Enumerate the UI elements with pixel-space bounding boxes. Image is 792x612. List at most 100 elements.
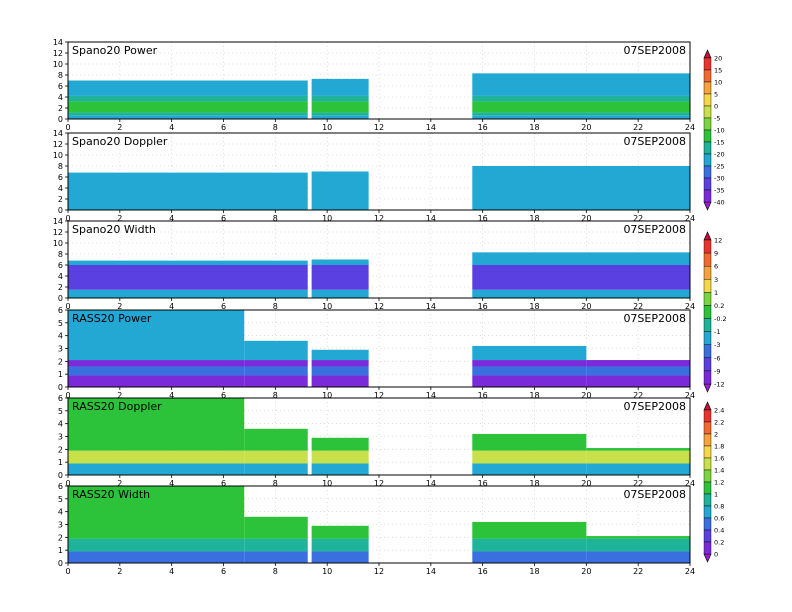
y-tick-label: 6 (58, 482, 63, 491)
data-band (472, 115, 690, 119)
colorbar-label: 5 (714, 91, 718, 99)
x-tick-label: 0 (65, 302, 70, 311)
data-band (68, 310, 245, 361)
data-band (586, 463, 690, 475)
colorbar-swatch (703, 239, 712, 254)
x-tick-label: 10 (322, 123, 332, 132)
y-tick-label: 12 (53, 228, 63, 237)
panel-date: 07SEP2008 (623, 312, 686, 325)
colorbar-cap (703, 49, 712, 59)
panel-title: RASS20 Width (72, 488, 150, 501)
x-tick-label: 4 (169, 214, 174, 223)
colorbar-swatch (703, 370, 712, 385)
colorbar-swatch (703, 541, 712, 555)
data-band (586, 366, 690, 376)
x-tick-label: 6 (221, 391, 226, 400)
y-tick-label: 4 (58, 184, 63, 193)
x-tick-label: 12 (374, 123, 384, 132)
x-tick-label: 0 (65, 479, 70, 488)
data-band (244, 450, 308, 464)
x-tick-label: 14 (426, 391, 436, 400)
data-band (68, 172, 308, 210)
colorbar-label: 1.6 (714, 455, 724, 463)
data-band (311, 450, 369, 464)
x-tick-label: 6 (221, 123, 226, 132)
x-tick-label: 18 (529, 567, 539, 576)
data-band (68, 265, 308, 290)
colorbar-swatch (703, 81, 712, 95)
panel-title: Spano20 Width (72, 223, 156, 236)
y-tick-label: 4 (58, 93, 63, 102)
data-band (68, 95, 308, 102)
x-tick-label: 2 (117, 123, 122, 132)
x-tick-label: 16 (478, 479, 488, 488)
x-tick-label: 14 (426, 479, 436, 488)
y-tick-label: 6 (58, 306, 63, 315)
y-tick-label: 0 (58, 559, 63, 568)
y-tick-label: 0 (58, 383, 63, 392)
data-band (311, 366, 369, 376)
colorbar-swatch (703, 189, 712, 203)
colorbar-swatch (703, 433, 712, 447)
y-tick-label: 4 (58, 272, 63, 281)
data-band (311, 259, 369, 265)
data-band (244, 366, 308, 376)
y-tick-label: 3 (58, 521, 63, 530)
y-tick-label: 3 (58, 433, 63, 442)
colorbar-swatch (703, 117, 712, 131)
x-tick-label: 0 (65, 214, 70, 223)
y-tick-label: 0 (58, 471, 63, 480)
colorbar-swatch (703, 57, 712, 71)
colorbar-swatch (703, 165, 712, 179)
y-tick-label: 0 (58, 206, 63, 215)
colorbar-label: 1.2 (714, 479, 724, 487)
colorbar-label: -15 (714, 139, 725, 147)
colorbar-swatch (703, 409, 712, 423)
data-band (472, 289, 690, 298)
colorbar-label: 6 (714, 263, 718, 271)
x-tick-label: 18 (529, 123, 539, 132)
colorbar-width: 12 9 6 3 1 0.2 -0.2 -1 -3 -6 -9 -12 (703, 231, 727, 393)
y-tick-label: 12 (53, 140, 63, 149)
y-tick-label: 5 (58, 319, 63, 328)
data-band (244, 538, 308, 552)
x-tick-label: 2 (117, 302, 122, 311)
x-tick-label: 6 (221, 302, 226, 311)
colorbar-swatch (703, 517, 712, 531)
data-band (311, 360, 369, 367)
data-band (311, 538, 369, 552)
colorbar-swatch (703, 331, 712, 345)
x-tick-label: 10 (322, 567, 332, 576)
colorbar-swatch (703, 493, 712, 507)
colorbar-label: -35 (714, 187, 725, 195)
x-tick-label: 6 (221, 479, 226, 488)
data-band (472, 551, 587, 563)
colorbar-label: 0.6 (714, 515, 724, 523)
y-tick-label: 10 (53, 151, 63, 160)
data-band (586, 360, 690, 367)
x-tick-label: 2 (117, 567, 122, 576)
x-tick-label: 22 (633, 302, 643, 311)
data-band (311, 551, 369, 563)
y-tick-label: 6 (58, 173, 63, 182)
y-tick-label: 14 (53, 38, 63, 47)
colorbar-swatch (703, 469, 712, 483)
colorbar-swatch (703, 141, 712, 155)
x-tick-label: 12 (374, 479, 384, 488)
x-tick-label: 4 (169, 302, 174, 311)
x-tick-label: 24 (685, 567, 695, 576)
data-band (311, 115, 369, 119)
x-tick-label: 8 (273, 214, 278, 223)
y-tick-label: 1 (58, 546, 63, 555)
y-tick-label: 1 (58, 458, 63, 467)
colorbar-label: 0.2 (714, 539, 724, 547)
colorbar-label: 2 (714, 431, 718, 439)
colorbar-swatch (703, 177, 712, 191)
y-tick-label: 2 (58, 445, 63, 454)
data-band (311, 349, 369, 361)
data-band (472, 521, 587, 539)
